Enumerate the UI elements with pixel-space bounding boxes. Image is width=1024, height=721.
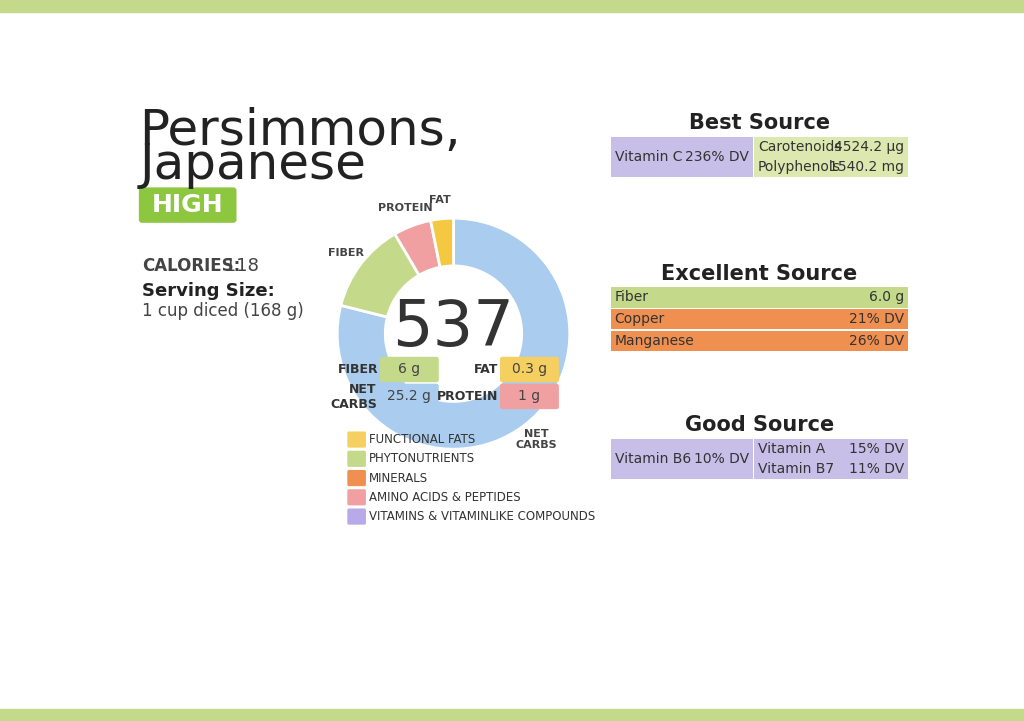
Text: 1 cup diced (168 g): 1 cup diced (168 g) [142,301,304,319]
Text: 236% DV: 236% DV [685,149,749,164]
Text: MINERALS: MINERALS [369,472,428,485]
Text: PROTEIN: PROTEIN [437,390,499,403]
FancyBboxPatch shape [755,136,907,156]
FancyBboxPatch shape [347,490,366,505]
FancyBboxPatch shape [139,187,237,223]
Text: 1 g: 1 g [518,389,541,404]
Text: 118: 118 [219,257,259,275]
Text: Best Source: Best Source [689,113,829,133]
Text: NET
CARBS: NET CARBS [330,383,377,411]
Text: 4524.2 μg: 4524.2 μg [834,140,904,154]
FancyBboxPatch shape [347,508,366,525]
Text: Vitamin B6: Vitamin B6 [614,452,691,466]
FancyBboxPatch shape [380,384,438,409]
Text: 0.3 g: 0.3 g [512,363,547,376]
Text: 26% DV: 26% DV [849,334,904,348]
Text: Good Source: Good Source [685,415,834,435]
Text: Serving Size:: Serving Size: [142,283,274,301]
FancyBboxPatch shape [611,309,907,329]
Wedge shape [395,221,440,275]
Text: Vitamin C: Vitamin C [614,149,682,164]
FancyBboxPatch shape [611,331,907,350]
Text: 6 g: 6 g [398,363,421,376]
Text: Excellent Source: Excellent Source [662,265,857,284]
Text: HIGH: HIGH [152,193,223,217]
Text: Carotenoids: Carotenoids [758,140,842,154]
FancyBboxPatch shape [347,431,366,448]
Text: 21% DV: 21% DV [849,312,904,326]
Text: 537: 537 [392,296,514,358]
Text: Japanese: Japanese [139,141,367,189]
Text: FAT: FAT [474,363,499,376]
Text: FUNCTIONAL FATS: FUNCTIONAL FATS [369,433,475,446]
Wedge shape [430,218,454,267]
FancyBboxPatch shape [755,156,907,177]
Text: FIBER: FIBER [338,363,378,376]
Text: Persimmons,: Persimmons, [139,107,461,154]
Text: Vitamin A: Vitamin A [758,442,825,456]
Text: VITAMINS & VITAMINLIKE COMPOUNDS: VITAMINS & VITAMINLIKE COMPOUNDS [369,510,595,523]
Text: 6.0 g: 6.0 g [868,291,904,304]
Text: PHYTONUTRIENTS: PHYTONUTRIENTS [369,452,475,465]
Text: 1540.2 mg: 1540.2 mg [828,159,904,174]
FancyBboxPatch shape [755,439,907,459]
FancyBboxPatch shape [611,439,753,479]
FancyBboxPatch shape [380,357,438,382]
Text: 10% DV: 10% DV [693,452,749,466]
Text: NET
CARBS: NET CARBS [515,428,557,450]
FancyBboxPatch shape [611,136,753,177]
Wedge shape [341,234,419,317]
Text: Copper: Copper [614,312,665,326]
Text: Vitamin B7: Vitamin B7 [758,462,835,476]
Text: 11% DV: 11% DV [849,462,904,476]
Text: FIBER: FIBER [328,248,364,258]
Wedge shape [337,218,569,449]
FancyBboxPatch shape [500,357,559,382]
FancyBboxPatch shape [347,470,366,486]
Text: Polyphenols: Polyphenols [758,159,841,174]
Text: CALORIES:: CALORIES: [142,257,241,275]
FancyBboxPatch shape [611,288,907,308]
Text: PROTEIN: PROTEIN [378,203,433,213]
Text: 15% DV: 15% DV [849,442,904,456]
Text: 25.2 g: 25.2 g [387,389,431,404]
FancyBboxPatch shape [347,451,366,467]
Text: FAT: FAT [429,195,451,205]
FancyBboxPatch shape [755,459,907,479]
Text: Fiber: Fiber [614,291,648,304]
Text: AMINO ACIDS & PEPTIDES: AMINO ACIDS & PEPTIDES [369,491,520,504]
Text: Manganese: Manganese [614,334,694,348]
FancyBboxPatch shape [500,384,559,409]
